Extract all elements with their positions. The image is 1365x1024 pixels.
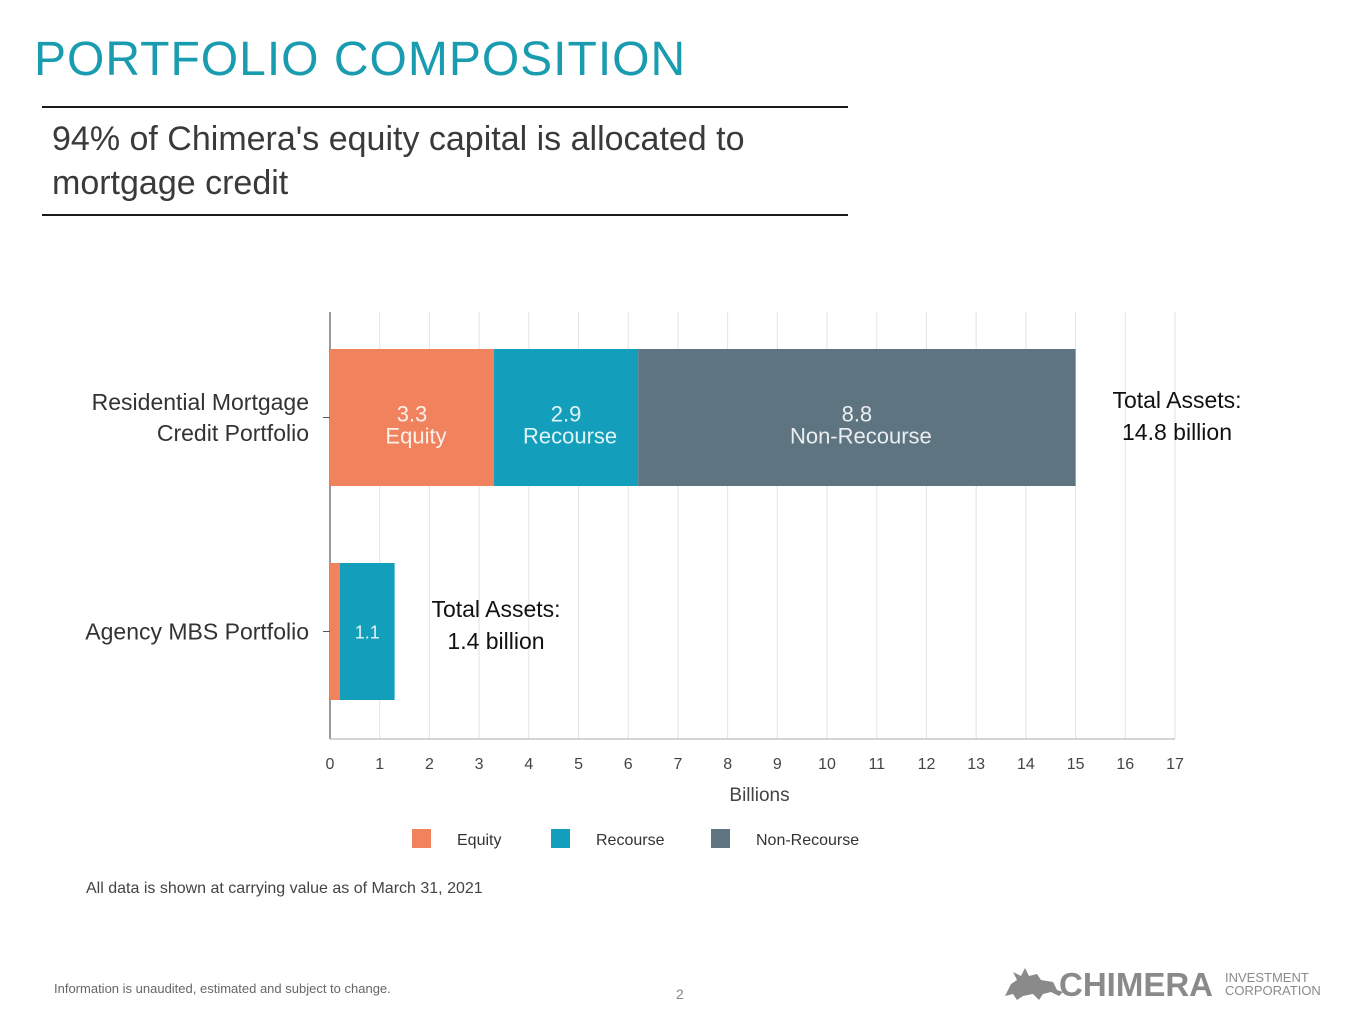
data-label: 2.9	[551, 402, 582, 427]
x-tick-label: 5	[574, 756, 583, 773]
bar-segment-equity	[330, 563, 340, 700]
x-tick-label: 11	[868, 756, 885, 773]
company-logo: CHIMERA INVESTMENT CORPORATION	[1005, 966, 1321, 1002]
x-tick-label: 6	[624, 756, 633, 773]
x-tick-label: 17	[1166, 756, 1184, 773]
logo-investment: INVESTMENT	[1225, 970, 1309, 985]
x-tick-label: 1	[375, 756, 384, 773]
category-label: Credit Portfolio	[157, 420, 309, 446]
data-sublabel: Non-Recourse	[790, 424, 932, 449]
data-label: 3.3	[397, 402, 428, 427]
page-number: 2	[676, 986, 684, 1002]
title-divider-bottom	[42, 214, 848, 216]
bar-segment-equity	[330, 349, 495, 486]
total-assets-annotation: 14.8 billion	[1122, 419, 1232, 445]
x-tick-label: 3	[475, 756, 484, 773]
x-tick-label: 7	[673, 756, 682, 773]
legend-swatch-equity	[412, 829, 431, 848]
x-tick-label: 4	[524, 756, 533, 773]
total-assets-annotation: 1.4 billion	[447, 628, 544, 654]
x-tick-label: 10	[818, 756, 836, 773]
x-tick-label: 8	[723, 756, 732, 773]
total-assets-annotation: Total Assets:	[431, 596, 560, 622]
data-label: 1.1	[355, 623, 380, 643]
stacked-bar-chart: 0 1 2 3 4 5 6 7 8 9 10 11 12 13 14 15 16 17BillionsReside…	[85, 312, 1242, 849]
legend-swatch-recourse	[551, 829, 570, 848]
chimera-creature-icon	[1005, 968, 1063, 1000]
category-label: Agency MBS Portfolio	[85, 619, 309, 645]
logo-corporation: CORPORATION	[1225, 983, 1321, 998]
x-tick-label: 9	[773, 756, 782, 773]
footer-disclaimer: Information is unaudited, estimated and …	[54, 981, 391, 996]
bar-segment-non-recourse	[638, 349, 1076, 486]
legend-label: Recourse	[596, 832, 665, 849]
x-tick-label: 2	[425, 756, 434, 773]
data-sublabel: Recourse	[523, 424, 617, 449]
bar-segment-recourse	[494, 349, 639, 486]
total-assets-annotation: Total Assets:	[1112, 387, 1241, 413]
legend-label: Non-Recourse	[756, 832, 859, 849]
x-tick-label: 12	[918, 756, 936, 773]
slide-title: PORTFOLIO COMPOSITION	[34, 33, 687, 86]
data-note: All data is shown at carrying value as o…	[86, 880, 483, 897]
x-tick-label: 13	[967, 756, 985, 773]
x-tick-label: 16	[1116, 756, 1134, 773]
x-tick-label: 0	[326, 756, 335, 773]
legend-swatch-non-recourse	[711, 829, 730, 848]
x-tick-label: 15	[1067, 756, 1085, 773]
title-divider-top	[42, 106, 848, 108]
data-sublabel: Equity	[385, 424, 446, 449]
x-tick-label: 14	[1017, 756, 1035, 773]
data-label: 8.8	[842, 402, 873, 427]
bar-segment-recourse	[339, 563, 395, 700]
legend-label: Equity	[457, 832, 501, 849]
x-axis-label: Billions	[729, 785, 789, 806]
slide-subtitle: 94% of Chimera's equity capital is alloc…	[52, 120, 745, 202]
category-label: Residential Mortgage	[92, 389, 309, 415]
logo-wordmark: CHIMERA	[1059, 966, 1213, 1002]
